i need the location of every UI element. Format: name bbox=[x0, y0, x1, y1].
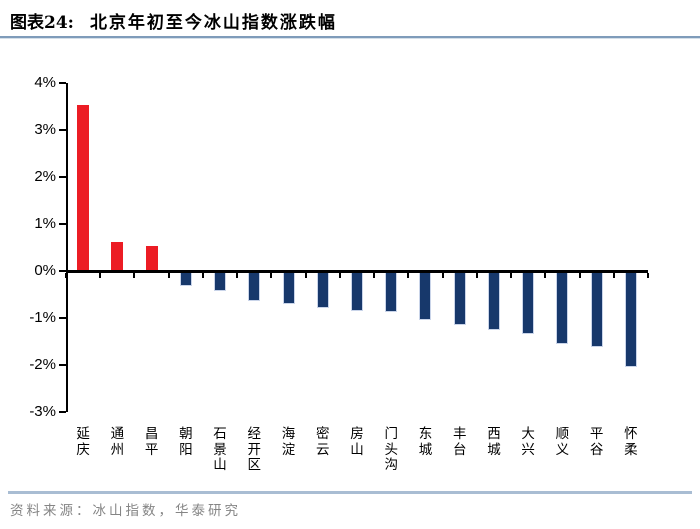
chart-header: 图表24: 北京年初至今冰山指数涨跌幅 bbox=[10, 8, 337, 33]
y-axis-tick bbox=[59, 411, 66, 414]
x-tick-label: 顺义 bbox=[555, 426, 570, 458]
x-axis-tick bbox=[544, 273, 547, 278]
bar bbox=[522, 273, 535, 334]
bar bbox=[590, 273, 603, 347]
bar bbox=[385, 273, 398, 313]
x-axis-tick bbox=[99, 273, 102, 278]
x-axis-tick bbox=[373, 273, 376, 278]
bar bbox=[282, 273, 295, 305]
x-tick-label: 海淀 bbox=[281, 426, 296, 458]
y-axis-line bbox=[66, 82, 68, 413]
y-tick-label: -1% bbox=[29, 309, 56, 327]
bar bbox=[248, 273, 261, 302]
bar bbox=[556, 273, 569, 344]
bar bbox=[316, 273, 329, 308]
bar bbox=[351, 273, 363, 311]
x-axis-tick bbox=[304, 273, 307, 278]
y-axis-tick bbox=[59, 364, 66, 367]
x-axis-tick bbox=[612, 273, 615, 278]
bar bbox=[624, 273, 637, 368]
y-tick-label: 4% bbox=[34, 73, 56, 91]
x-tick-label: 西城 bbox=[487, 426, 501, 458]
bar bbox=[111, 241, 124, 270]
y-axis-tick bbox=[59, 222, 66, 225]
y-tick-label: 3% bbox=[34, 120, 56, 138]
y-axis-tick bbox=[59, 317, 66, 320]
x-axis-tick bbox=[407, 273, 410, 278]
x-tick-label: 石景山 bbox=[213, 426, 227, 473]
y-tick-label: 0% bbox=[34, 262, 56, 279]
x-axis-tick bbox=[65, 273, 67, 278]
x-axis-tick bbox=[441, 273, 444, 278]
x-tick-label: 怀柔 bbox=[624, 426, 638, 458]
y-axis-tick bbox=[59, 81, 66, 84]
bar bbox=[453, 273, 466, 325]
y-tick-label: -3% bbox=[29, 403, 56, 421]
x-tick-label: 密云 bbox=[316, 426, 330, 458]
x-axis-tick bbox=[270, 273, 273, 278]
bar bbox=[487, 273, 500, 330]
y-axis-tick bbox=[59, 128, 66, 131]
header-divider bbox=[0, 36, 700, 39]
y-axis-tick bbox=[59, 270, 66, 272]
bar bbox=[179, 273, 192, 286]
bar bbox=[214, 273, 227, 291]
x-tick-label: 昌平 bbox=[144, 426, 159, 458]
x-axis-tick bbox=[475, 273, 478, 278]
x-tick-label: 平谷 bbox=[589, 426, 604, 458]
x-axis-tick bbox=[133, 273, 136, 278]
bar bbox=[419, 273, 432, 321]
y-tick-label: 1% bbox=[34, 214, 56, 232]
footer-divider bbox=[8, 491, 692, 494]
bar bbox=[145, 246, 158, 270]
x-tick-label: 朝阳 bbox=[179, 426, 193, 458]
x-axis-tick bbox=[201, 273, 204, 278]
y-axis-tick bbox=[59, 175, 66, 178]
x-tick-label: 通州 bbox=[110, 426, 125, 458]
x-tick-label: 延庆 bbox=[76, 426, 90, 458]
figure-label: 图表24: bbox=[10, 13, 74, 33]
x-axis-tick bbox=[338, 273, 341, 278]
bar bbox=[77, 105, 90, 270]
y-tick-label: 2% bbox=[34, 167, 56, 185]
x-tick-label: 丰台 bbox=[452, 426, 467, 458]
x-tick-label: 大兴 bbox=[521, 426, 535, 458]
source-note: 资料来源：冰山指数，华泰研究 bbox=[10, 503, 241, 519]
x-axis-tick bbox=[578, 273, 581, 278]
x-axis-tick bbox=[510, 273, 513, 278]
x-axis-tick bbox=[647, 273, 649, 278]
x-tick-label: 经开区 bbox=[247, 426, 262, 473]
x-tick-label: 房山 bbox=[350, 426, 364, 458]
x-tick-label: 东城 bbox=[418, 426, 433, 458]
x-axis-tick bbox=[236, 273, 239, 278]
x-axis-tick bbox=[167, 273, 170, 278]
y-tick-label: -2% bbox=[29, 356, 56, 374]
x-axis-line bbox=[66, 270, 648, 273]
x-tick-label: 门头沟 bbox=[384, 426, 398, 473]
chart-title: 北京年初至今冰山指数涨跌幅 bbox=[89, 13, 337, 33]
